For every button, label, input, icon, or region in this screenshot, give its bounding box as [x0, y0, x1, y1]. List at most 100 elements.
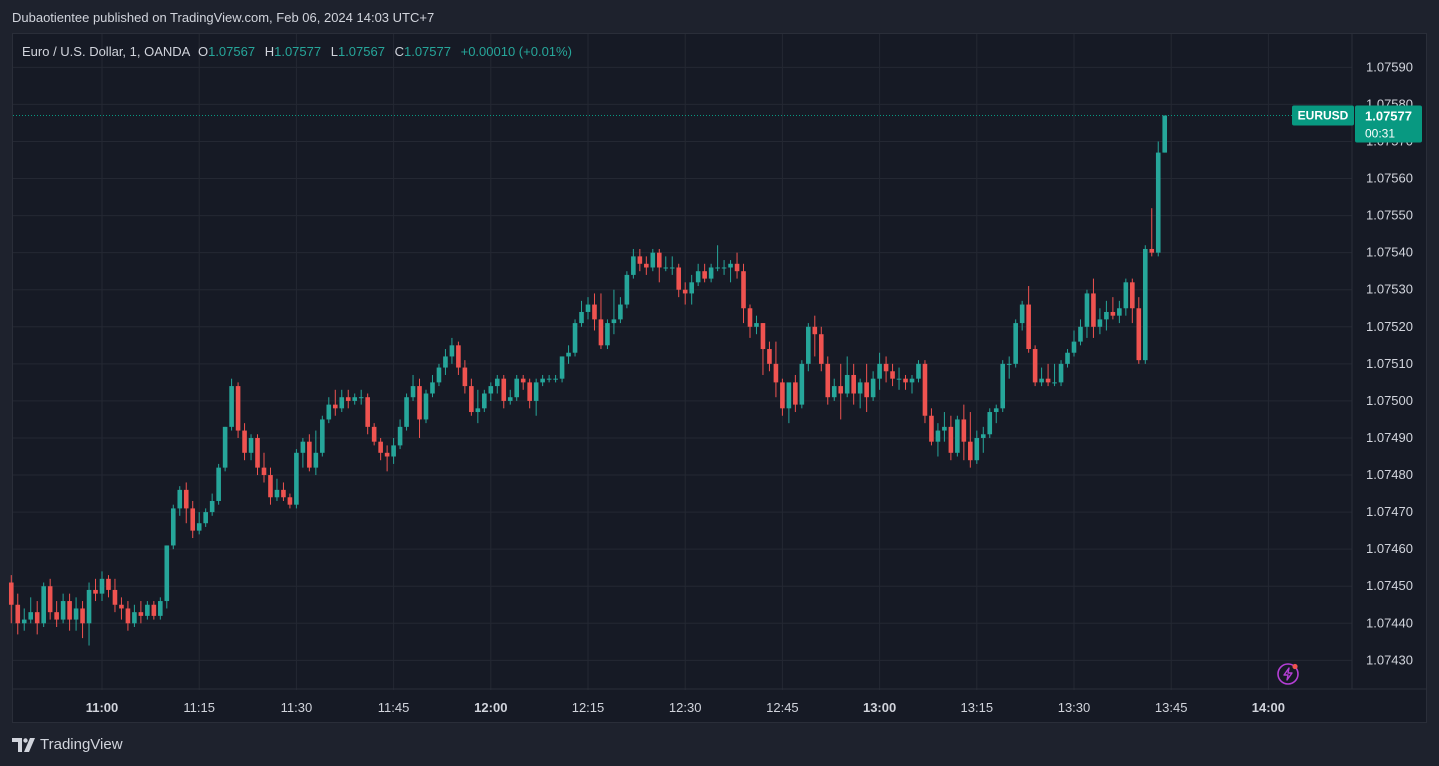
candle [572, 319, 578, 357]
candle [974, 430, 980, 464]
time-tick-label: 13:45 [1155, 700, 1188, 715]
candle [702, 263, 707, 283]
candle-body [786, 382, 792, 409]
candle-body [585, 304, 591, 312]
candle [825, 356, 831, 405]
candle [669, 256, 675, 275]
symbol-legend: Euro / U.S. Dollar, 1, OANDA O1.07567 H1… [22, 44, 578, 59]
candle [656, 248, 662, 283]
candle [1091, 278, 1096, 338]
candle [909, 374, 915, 394]
candle-body [689, 282, 694, 294]
candle [870, 371, 876, 401]
candle [235, 382, 241, 438]
candle [21, 608, 27, 631]
candle [663, 256, 669, 272]
candle-body [294, 452, 299, 505]
candle [54, 601, 59, 627]
candle-body [592, 304, 597, 320]
candle [514, 374, 520, 401]
candle-body [488, 386, 494, 394]
candle [618, 297, 623, 324]
symbol-name[interactable]: Euro / U.S. Dollar, 1, OANDA [22, 44, 191, 59]
candle-body [896, 378, 902, 380]
candle [1026, 286, 1031, 353]
candle-body [922, 363, 928, 416]
candle [320, 415, 325, 457]
time-axis: 11:00 11:15 11:30 11:45 12:00 12:15 12:30 12:45… [13, 688, 1426, 715]
last-price-tag: EURUSD 1.07577 00:31 [1292, 105, 1422, 143]
candle [1000, 360, 1006, 413]
candle-body [242, 430, 247, 453]
candle-body [799, 363, 805, 405]
candle-body [365, 397, 370, 427]
low-value: 1.07567 [337, 44, 385, 59]
candle [332, 389, 338, 416]
candle-body [261, 467, 267, 476]
candle [831, 378, 837, 401]
price-axis: 1.075901.075801.075701.075601.075501.075… [1351, 34, 1426, 689]
candle [1110, 297, 1116, 320]
candle-body [1136, 308, 1142, 361]
candle-body [352, 397, 358, 401]
candle-body [611, 319, 617, 324]
candle [812, 315, 818, 357]
lightning-bolt-icon[interactable] [1276, 662, 1300, 686]
candle [196, 512, 202, 535]
candle [605, 319, 610, 350]
time-tick-label: 12:45 [766, 700, 799, 715]
candle [838, 363, 844, 420]
change-value: +0.00010 (+0.01%) [460, 44, 572, 59]
candle-body [825, 363, 831, 398]
candle [1142, 245, 1148, 364]
open-value: 1.07567 [208, 44, 256, 59]
candle-body [307, 441, 312, 468]
candle-body [469, 386, 474, 413]
candle [443, 349, 448, 375]
candle-body [533, 382, 539, 401]
candle-body [702, 271, 707, 279]
candle [624, 271, 630, 309]
candle [80, 601, 85, 639]
candle-body [313, 452, 319, 468]
price-tick-label: 1.07540 [1366, 245, 1413, 260]
candle-body [767, 349, 772, 364]
candle-body [793, 382, 798, 405]
candle [1130, 278, 1135, 324]
candle [637, 248, 643, 272]
tradingview-logo[interactable]: TradingView [12, 736, 123, 753]
candle-body [520, 378, 526, 383]
candle-body [877, 363, 882, 379]
chart-frame[interactable] [12, 33, 1427, 723]
candle [553, 374, 558, 383]
candle [352, 393, 358, 405]
candle-body [1032, 349, 1038, 383]
close-label: C [394, 44, 404, 59]
candle [773, 341, 779, 398]
candle [112, 578, 118, 613]
candle [566, 345, 571, 364]
price-tick-label: 1.07510 [1366, 356, 1413, 371]
price-tick-label: 1.07560 [1366, 171, 1413, 186]
candle-body [546, 378, 552, 380]
candle-body [436, 367, 442, 383]
candle [47, 578, 53, 620]
tradingview-logo-icon [12, 737, 35, 752]
candle [546, 374, 552, 383]
candle-body [1026, 304, 1031, 350]
candle [41, 582, 46, 627]
candle [216, 463, 221, 505]
candle [793, 374, 798, 413]
candle-body [1117, 308, 1122, 316]
candle [721, 260, 727, 275]
candle [190, 500, 196, 539]
candle [60, 593, 66, 624]
candle-body [222, 426, 228, 468]
candle [294, 449, 299, 509]
candle-body [1006, 363, 1012, 365]
candle [28, 597, 34, 624]
candle [741, 263, 746, 324]
candle-body [164, 545, 170, 602]
candle [767, 341, 772, 372]
